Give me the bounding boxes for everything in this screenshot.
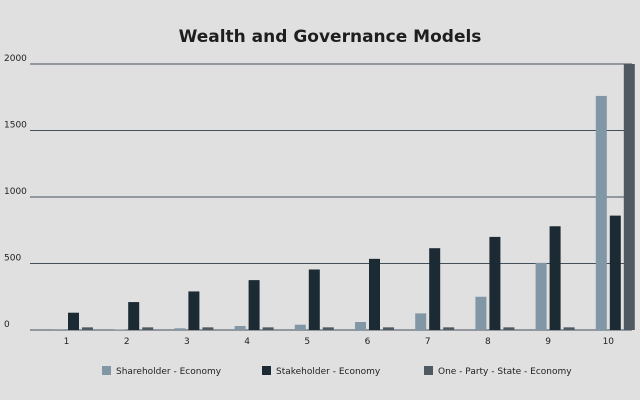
x-tick-label: 6 [365, 337, 371, 347]
y-tick-label: 1500 [4, 121, 27, 131]
legend-label: One - Party - State - Economy [438, 367, 572, 377]
legend-swatch [424, 366, 433, 375]
bar-1-3 [174, 328, 186, 330]
bar-2-6 [369, 258, 380, 330]
legend-swatch [102, 366, 111, 375]
y-axis-ticks: 0 500 1000 1500 2000 [4, 54, 27, 330]
bar-1-4 [234, 326, 246, 330]
chart-title: Wealth and Governance Models [179, 27, 482, 47]
legend-swatch [262, 366, 271, 375]
bar-1-8 [475, 296, 487, 330]
bar-3-1 [82, 327, 93, 330]
bar-3-6 [383, 327, 394, 330]
y-tick-label: 500 [4, 254, 21, 264]
bar-1-9 [535, 262, 547, 330]
bar-3-10 [623, 64, 635, 330]
bar-2-5 [308, 269, 320, 330]
bar-3-9 [563, 327, 575, 330]
x-tick-label: 4 [244, 337, 250, 347]
x-tick-label: 10 [603, 337, 615, 347]
bar-2-2 [128, 302, 140, 330]
x-tick-label: 1 [64, 337, 70, 347]
legend-label: Shareholder - Economy [116, 367, 222, 377]
x-tick-label: 2 [124, 337, 130, 347]
bar-2-8 [489, 236, 501, 330]
bar-1-10 [595, 95, 607, 330]
x-tick-label: 9 [545, 337, 551, 347]
bar-3-5 [322, 327, 334, 330]
bar-3-8 [503, 327, 515, 330]
bar-3-7 [443, 327, 455, 330]
legend-label: Stakeholder - Economy [276, 367, 381, 377]
bar-3-3 [202, 327, 214, 330]
x-axis-ticks: 1 2 3 4 5 6 7 8 9 10 [64, 337, 615, 347]
legend: Shareholder - Economy Stakeholder - Econo… [102, 366, 572, 377]
gridlines [30, 63, 632, 331]
bar-3-4 [262, 327, 274, 330]
bar-3-2 [142, 327, 154, 330]
bar-1-6 [355, 322, 366, 330]
x-tick-label: 8 [485, 337, 491, 347]
x-tick-label: 3 [184, 337, 190, 347]
bar-2-3 [188, 291, 200, 330]
bar-2-1 [68, 312, 79, 330]
y-tick-label: 1000 [4, 187, 27, 197]
bars [54, 64, 635, 330]
bar-2-10 [609, 215, 621, 330]
bar-2-4 [248, 280, 260, 330]
bar-2-7 [429, 248, 441, 330]
bar-1-5 [294, 324, 306, 330]
bar-1-7 [415, 313, 427, 330]
x-tick-label: 7 [425, 337, 431, 347]
y-tick-label: 0 [4, 320, 10, 330]
bar-2-9 [549, 226, 561, 330]
x-tick-label: 5 [304, 337, 310, 347]
y-tick-label: 2000 [4, 54, 27, 64]
